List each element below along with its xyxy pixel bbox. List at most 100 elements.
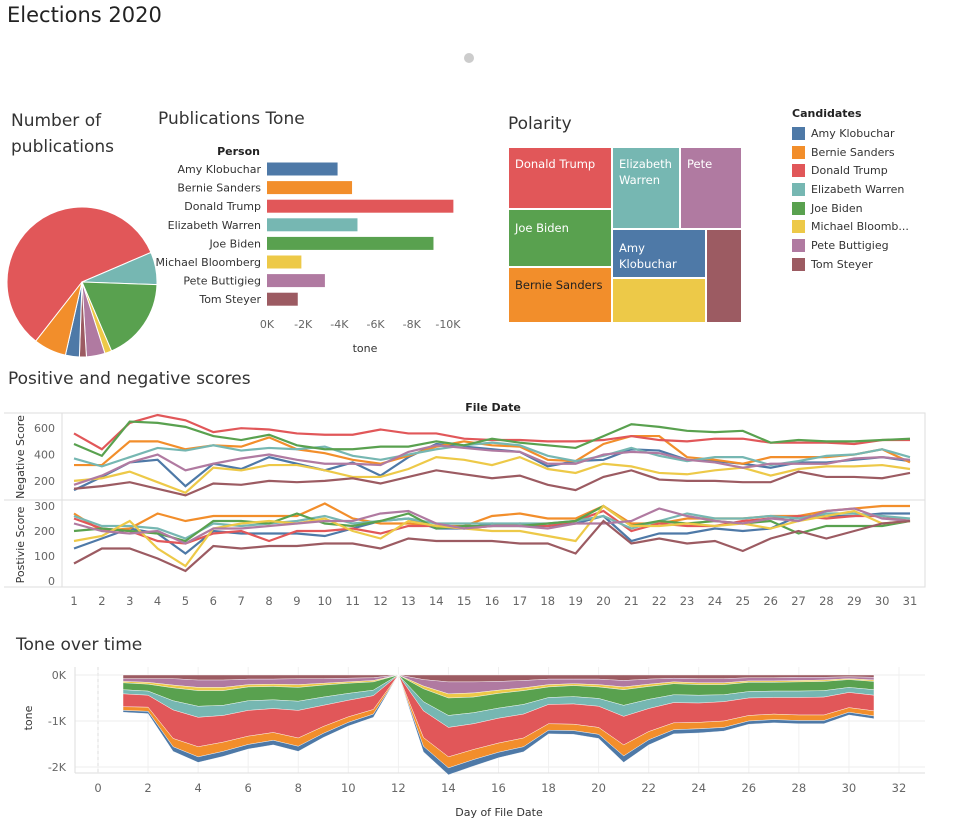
tone-bar-tom-steyer[interactable] (267, 292, 298, 306)
positive-y-tick: 200 (34, 525, 55, 538)
legend-item-amy-klobuchar[interactable]: Amy Klobuchar (792, 124, 942, 143)
negative-line-joe-biden[interactable] (73, 420, 911, 458)
treemap-cell-joe-biden[interactable]: Joe Biden (508, 209, 612, 267)
tone-person-header: Person (217, 145, 260, 158)
scores-x-tick: 12 (373, 594, 388, 608)
tone-category-label: Amy Klobuchar (178, 163, 262, 176)
legend-item-joe-biden[interactable]: Joe Biden (792, 199, 942, 218)
legend-label: Donald Trump (811, 164, 888, 178)
tone-bar-joe-biden[interactable] (267, 236, 434, 250)
tone-category-label: Bernie Sanders (177, 182, 261, 195)
positive-y-tick: 100 (34, 550, 55, 563)
scores-x-tick: 22 (652, 594, 667, 608)
scores-x-tick: 27 (791, 594, 806, 608)
page-indicator-dot[interactable] (464, 53, 474, 63)
candidates-legend: Candidates Amy Klobuchar Bernie Sanders Do… (792, 107, 942, 274)
legend-label: Amy Klobuchar (811, 126, 895, 140)
scores-x-tick: 15 (457, 594, 472, 608)
positive-y-label: Postivie Score (14, 506, 27, 583)
pie-slice-joe-biden[interactable] (81, 281, 158, 352)
negative-line-elizabeth-warren[interactable] (73, 441, 911, 468)
tone-time-x-tick: 16 (491, 781, 506, 795)
file-date-header: File Date (465, 401, 521, 414)
tone-time-x-tick: 30 (842, 781, 857, 795)
treemap-cell-bernie-sanders[interactable]: Bernie Sanders (508, 267, 612, 323)
scores-x-tick: 4 (154, 594, 161, 608)
treemap-cell-michael-bloomberg[interactable] (612, 278, 706, 323)
legend-label: Tom Steyer (811, 257, 873, 271)
scores-x-tick: 17 (513, 594, 528, 608)
tone-x-tick: -2K (294, 318, 313, 331)
scores-x-tick: 5 (182, 594, 189, 608)
tone-x-tick: 0K (260, 318, 275, 331)
treemap-cell-elizabeth-warren[interactable]: Elizabeth Warren (612, 147, 680, 229)
tone-bar-donald-trump[interactable] (267, 199, 454, 213)
tone-time-x-tick: 32 (892, 781, 907, 795)
tone-bar-elizabeth-warren[interactable] (267, 218, 358, 232)
scores-x-tick: 3 (126, 594, 133, 608)
negative-line-tom-steyer[interactable] (73, 469, 911, 497)
negative-y-tick: 400 (34, 449, 55, 462)
scores-line-chart[interactable]: File Date 200 400 600 0 100 200 300 Negative Sco… (0, 395, 935, 613)
scores-x-tick: 28 (819, 594, 834, 608)
legend-item-donald-trump[interactable]: Donald Trump (792, 161, 942, 180)
scores-x-tick: 8 (265, 594, 272, 608)
pie-slice-donald-trump[interactable] (6, 206, 152, 342)
pie-slice-bernie-sanders[interactable] (35, 281, 83, 356)
legend-swatch (792, 164, 805, 178)
legend-item-michael-bloomb[interactable]: Michael Bloomb... (792, 217, 942, 236)
tone-time-x-tick: 28 (792, 781, 807, 795)
scores-x-tick: 10 (317, 594, 332, 608)
positive-line-tom-steyer[interactable] (73, 519, 911, 573)
legend-item-tom-steyer[interactable]: Tom Steyer (792, 255, 942, 274)
tone-time-x-label: Day of File Date (455, 806, 543, 819)
treemap-cell-donald-trump[interactable]: Donald Trump (508, 147, 612, 209)
treemap-cell-pete-buttigieg[interactable]: Pete (680, 147, 742, 229)
area-amy-klobuchar[interactable] (122, 674, 875, 776)
positive-y-tick: 0 (48, 575, 55, 588)
treemap-cell-amy-klobuchar[interactable]: Amy Klobuchar (612, 229, 706, 278)
tone-time-x-tick: 8 (295, 781, 302, 795)
tone-bar-bernie-sanders[interactable] (267, 181, 353, 195)
positive-line-pete-buttigieg[interactable] (73, 507, 911, 545)
positive-panel-frame (61, 499, 926, 588)
tone-time-x-tick: 4 (194, 781, 201, 795)
positive-line-elizabeth-warren[interactable] (73, 512, 911, 540)
tone-bar-amy-klobuchar[interactable] (267, 162, 338, 176)
legend-item-elizabeth-warren[interactable]: Elizabeth Warren (792, 180, 942, 199)
tone-bar-chart[interactable]: Person Amy Klobuchar Bernie Sanders Donald … (150, 138, 480, 360)
pie-chart[interactable] (0, 200, 165, 370)
negative-y-tick: 600 (34, 422, 55, 435)
positive-y-tick: 300 (34, 500, 55, 513)
negative-line-pete-buttigieg[interactable] (73, 444, 911, 486)
legend-swatch (792, 126, 805, 140)
tone-bar-pete-buttigieg[interactable] (267, 274, 325, 288)
treemap-cell-label: Elizabeth Warren (619, 157, 672, 187)
treemap-cell-label: Donald Trump (515, 157, 596, 171)
treemap-cell-tom-steyer[interactable] (706, 229, 742, 323)
tone-category-label: Joe Biden (208, 237, 261, 250)
tone-time-x-tick: 14 (441, 781, 456, 795)
legend-item-pete-buttigieg[interactable]: Pete Buttigieg (792, 236, 942, 255)
treemap-cell-label: Bernie Sanders (515, 278, 603, 292)
polarity-treemap[interactable]: Donald Trump Joe Biden Bernie Sanders Eliza… (508, 147, 742, 323)
tone-time-y-tick: -1K (48, 715, 67, 728)
tone-bar-michael-bloomberg[interactable] (267, 255, 302, 269)
tone-time-y-label: tone (22, 705, 35, 730)
negative-line-michael-bloomberg[interactable] (73, 455, 911, 494)
tone-time-x-tick: 6 (245, 781, 252, 795)
legend-swatch (792, 257, 805, 271)
tone-x-tick: -4K (330, 318, 349, 331)
legend-item-bernie-sanders[interactable]: Bernie Sanders (792, 143, 942, 162)
scores-x-tick: 25 (735, 594, 750, 608)
treemap-cell-label: Joe Biden (515, 221, 569, 235)
scores-x-tick: 18 (540, 594, 555, 608)
legend-swatch (792, 145, 805, 159)
tone-time-x-tick: 12 (391, 781, 406, 795)
legend-swatch (792, 220, 805, 234)
tone-time-y-tick: 0K (52, 669, 67, 682)
tone-category-label: Elizabeth Warren (168, 219, 261, 232)
page-title: Elections 2020 (7, 3, 162, 27)
tone-time-x-tick: 22 (641, 781, 656, 795)
